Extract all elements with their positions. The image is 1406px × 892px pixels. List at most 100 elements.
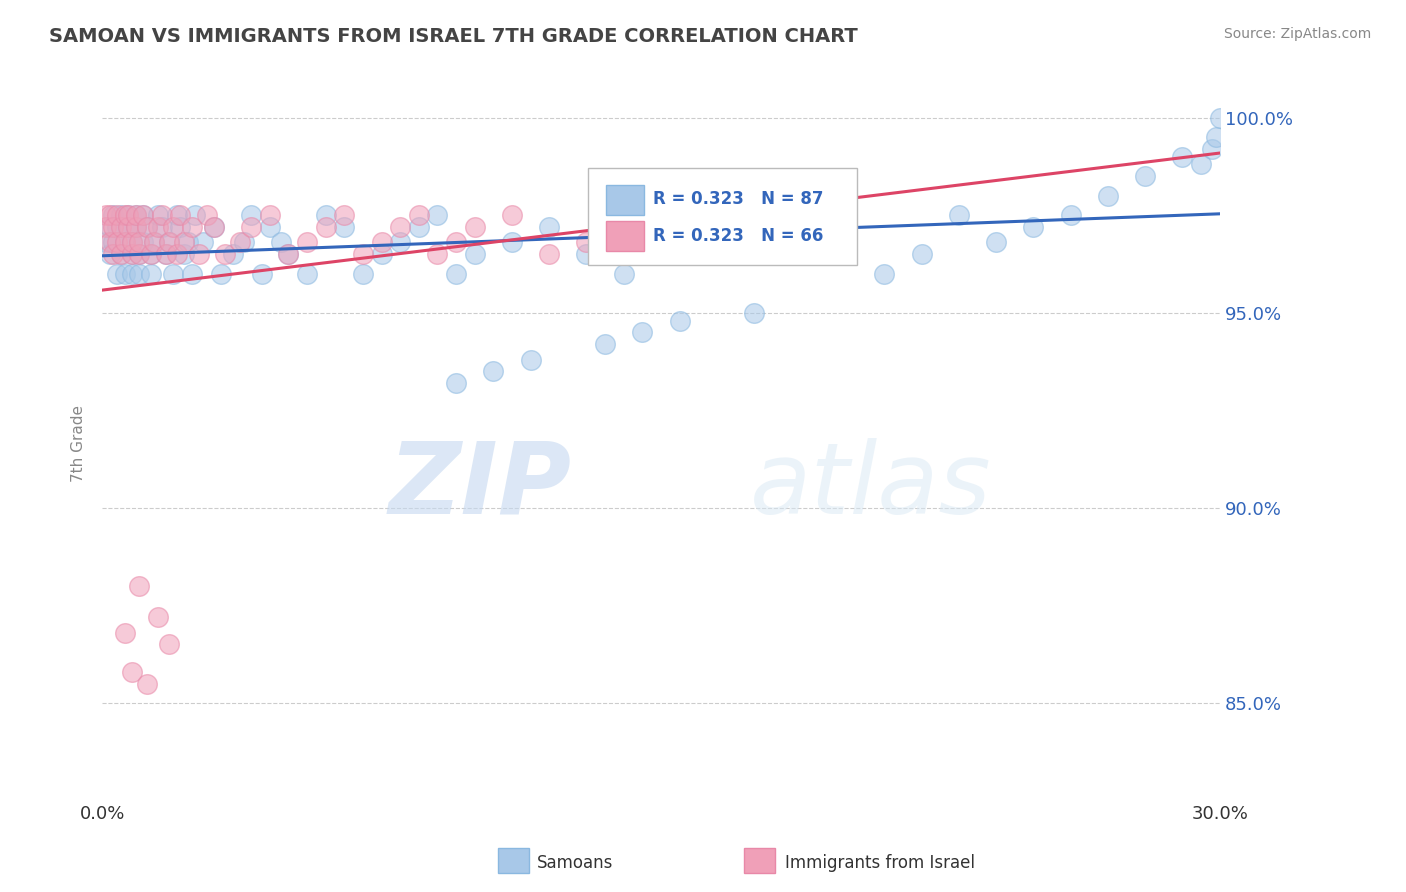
Point [117, 219, 139, 234]
Y-axis label: 7th Grade: 7th Grade [72, 405, 86, 482]
Point [240, 208, 263, 222]
Point [173, 235, 195, 250]
Point [1097, 188, 1119, 202]
Point [873, 267, 896, 281]
Point [110, 208, 132, 222]
Point [121, 665, 143, 679]
Point [575, 235, 598, 250]
Point [762, 208, 785, 222]
Point [519, 352, 541, 367]
Point [114, 208, 136, 222]
Point [157, 235, 180, 250]
Point [114, 625, 136, 640]
Point [105, 267, 128, 281]
Point [613, 219, 636, 234]
FancyBboxPatch shape [606, 220, 644, 251]
Point [688, 247, 710, 261]
Point [125, 208, 148, 222]
Point [389, 235, 412, 250]
Point [110, 247, 132, 261]
Point [295, 235, 318, 250]
Point [650, 235, 672, 250]
Point [105, 208, 128, 222]
Point [125, 208, 148, 222]
Point [146, 610, 169, 624]
Point [444, 235, 467, 250]
Point [464, 219, 486, 234]
Point [135, 219, 157, 234]
Point [166, 208, 188, 222]
Point [143, 235, 166, 250]
Point [501, 208, 523, 222]
Point [177, 235, 200, 250]
Point [911, 247, 934, 261]
Point [538, 219, 561, 234]
Point [103, 208, 125, 222]
Point [209, 267, 232, 281]
Point [128, 247, 150, 261]
Point [352, 247, 374, 261]
Point [426, 247, 449, 261]
Point [464, 247, 486, 261]
Point [259, 208, 281, 222]
Point [668, 313, 690, 327]
Point [105, 219, 128, 234]
Point [1135, 169, 1157, 183]
Point [631, 325, 654, 339]
Point [333, 208, 356, 222]
Point [277, 247, 299, 261]
Point [270, 235, 292, 250]
Point [117, 208, 139, 222]
Point [444, 267, 467, 281]
Point [143, 235, 166, 250]
Point [162, 267, 184, 281]
Point [132, 208, 155, 222]
Point [948, 208, 970, 222]
Point [98, 219, 121, 234]
Point [252, 267, 274, 281]
Point [117, 208, 139, 222]
Point [139, 267, 162, 281]
Point [114, 235, 136, 250]
Point [1022, 219, 1045, 234]
Point [110, 247, 132, 261]
Point [128, 579, 150, 593]
Point [1205, 130, 1227, 145]
Point [408, 208, 430, 222]
Point [125, 219, 148, 234]
Point [538, 247, 561, 261]
Text: Source: ZipAtlas.com: Source: ZipAtlas.com [1223, 27, 1371, 41]
Point [1189, 157, 1212, 171]
Point [408, 219, 430, 234]
Point [1060, 208, 1083, 222]
Point [121, 247, 143, 261]
Point [117, 219, 139, 234]
Text: Samoans: Samoans [537, 854, 613, 871]
Point [125, 219, 148, 234]
Point [575, 247, 598, 261]
Point [94, 219, 117, 234]
Point [121, 235, 143, 250]
Point [98, 247, 121, 261]
Point [214, 247, 236, 261]
Point [110, 219, 132, 234]
Point [135, 676, 157, 690]
Point [221, 247, 243, 261]
Point [986, 235, 1008, 250]
Point [444, 376, 467, 390]
Point [191, 235, 214, 250]
Point [389, 219, 412, 234]
Point [150, 208, 173, 222]
Text: SAMOAN VS IMMIGRANTS FROM ISRAEL 7TH GRADE CORRELATION CHART: SAMOAN VS IMMIGRANTS FROM ISRAEL 7TH GRA… [49, 27, 858, 45]
Point [132, 208, 155, 222]
Point [121, 267, 143, 281]
Point [482, 364, 505, 378]
Point [259, 219, 281, 234]
Point [98, 235, 121, 250]
Point [799, 235, 821, 250]
Point [724, 235, 747, 250]
Point [139, 247, 162, 261]
Point [501, 235, 523, 250]
Point [1201, 142, 1223, 156]
Point [240, 219, 263, 234]
